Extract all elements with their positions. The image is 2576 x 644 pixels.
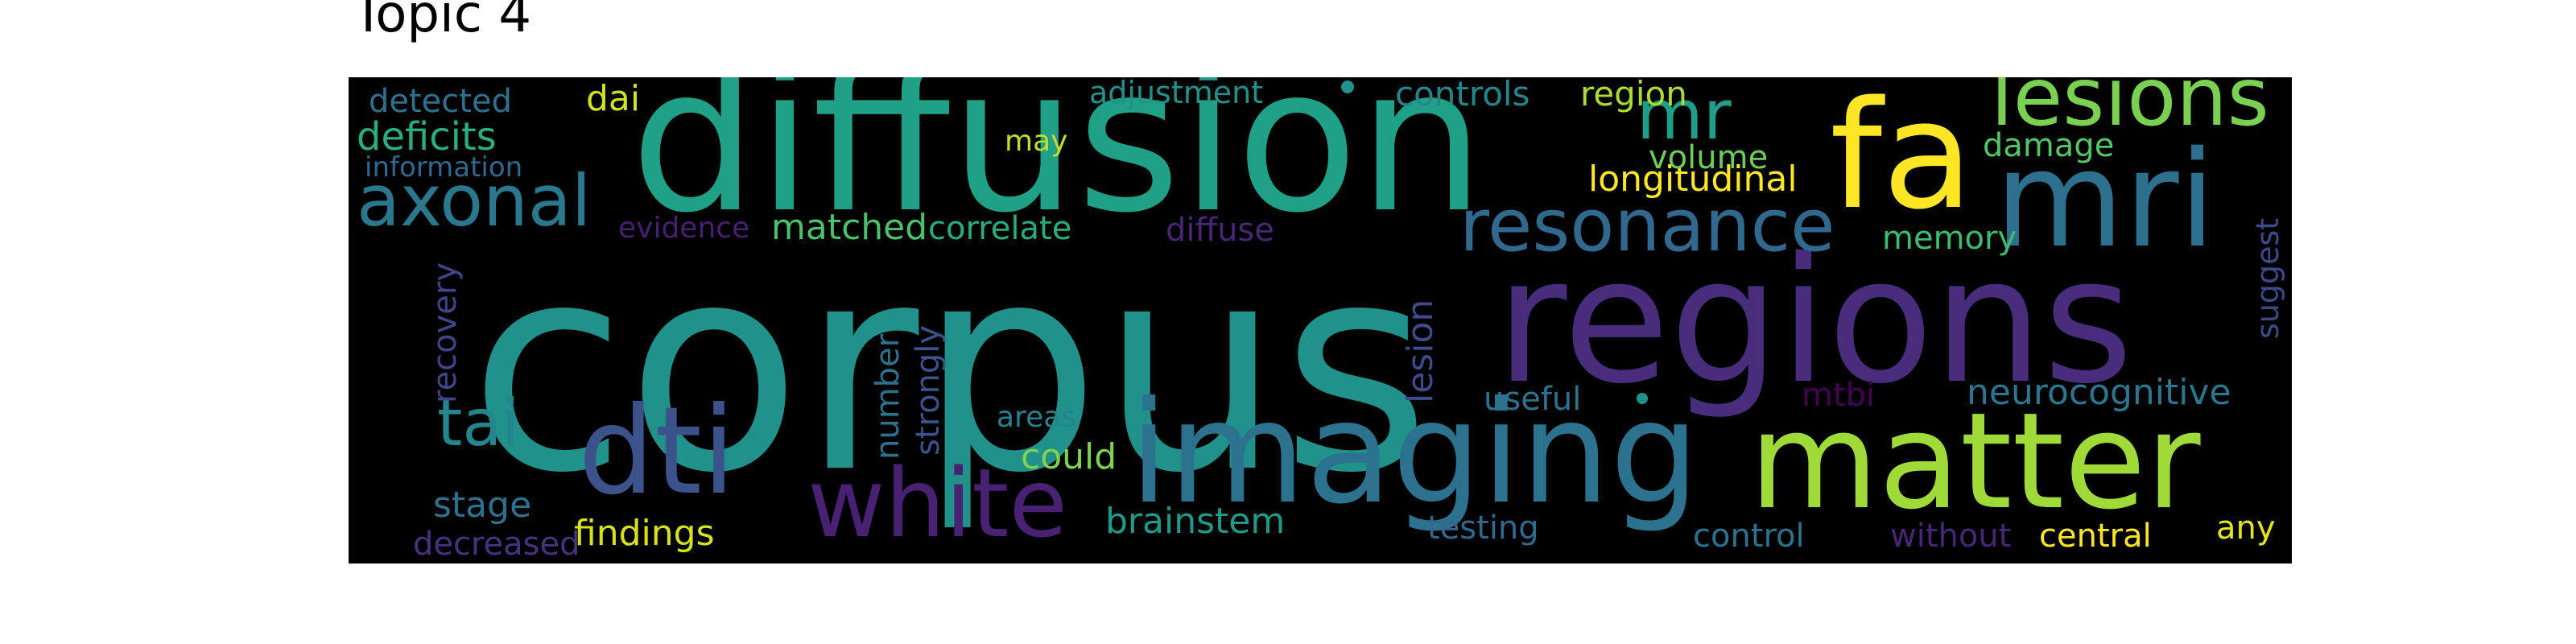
word-information: information	[365, 151, 523, 184]
word-mtbi: mtbi	[1802, 377, 1876, 414]
word-correlate: correlate	[928, 210, 1072, 247]
word-matter: matter	[1749, 384, 2201, 539]
word-lesions: lesions	[1991, 77, 2269, 144]
dot-mark	[1637, 393, 1648, 404]
word-decreased: decreased	[413, 526, 580, 563]
word-testing: testing	[1427, 510, 1539, 547]
chart-title: Topic 4	[353, 0, 532, 44]
word-useful: useful	[1484, 381, 1582, 418]
word-detected: detected	[369, 83, 512, 120]
word-mri: mri	[1995, 122, 2216, 277]
word-longitudinal: longitudinal	[1588, 159, 1798, 200]
word-adjustment: adjustment	[1089, 77, 1264, 110]
word-volume: volume	[1649, 139, 1769, 176]
word-brainstem: brainstem	[1105, 501, 1286, 542]
word-dai: dai	[586, 78, 641, 119]
word-findings: findings	[574, 513, 715, 554]
word-number: number	[869, 333, 906, 460]
word-memory: memory	[1882, 220, 2017, 257]
word-matched: matched	[771, 207, 928, 248]
dot-mark	[1341, 80, 1354, 93]
word-could: could	[1021, 436, 1117, 477]
word-region: region	[1580, 77, 1687, 114]
word-damage: damage	[1983, 127, 2115, 164]
word-resonance: resonance	[1459, 184, 1835, 268]
word-recovery: recovery	[427, 262, 464, 403]
word-axonal: axonal	[357, 159, 592, 242]
word-without: without	[1890, 518, 2012, 555]
word-diffuse: diffuse	[1166, 212, 1274, 249]
word-may: may	[1005, 125, 1068, 158]
word-white: white	[807, 448, 1067, 559]
word-regions: regions	[1496, 220, 2133, 422]
word-corpus: corpus	[469, 202, 1430, 535]
word-cloud: corpus diffusion regions imaging matter mri fa…	[349, 77, 2292, 564]
word-fa: fa	[1830, 77, 1974, 242]
word-dti: dti	[578, 382, 736, 522]
word-imaging: imaging	[1129, 372, 1700, 535]
word-areas: areas	[997, 401, 1077, 434]
word-stage: stage	[433, 485, 532, 526]
word-control: control	[1693, 518, 1805, 555]
word-evidence: evidence	[618, 212, 750, 245]
word-lesion: lesion	[1400, 299, 1441, 403]
word-neurocognitive: neurocognitive	[1967, 372, 2231, 413]
word-suggest: suggest	[2250, 217, 2285, 339]
word-any: any	[2216, 510, 2276, 547]
word-mr: mr	[1637, 77, 1732, 155]
word-diffusion: diffusion	[630, 77, 1485, 257]
word-deficits: deficits	[357, 114, 497, 159]
word-strongly: strongly	[910, 324, 947, 456]
word-controls: controls	[1395, 77, 1530, 114]
word-central: central	[2039, 518, 2152, 555]
word-tai: tai	[437, 386, 520, 460]
